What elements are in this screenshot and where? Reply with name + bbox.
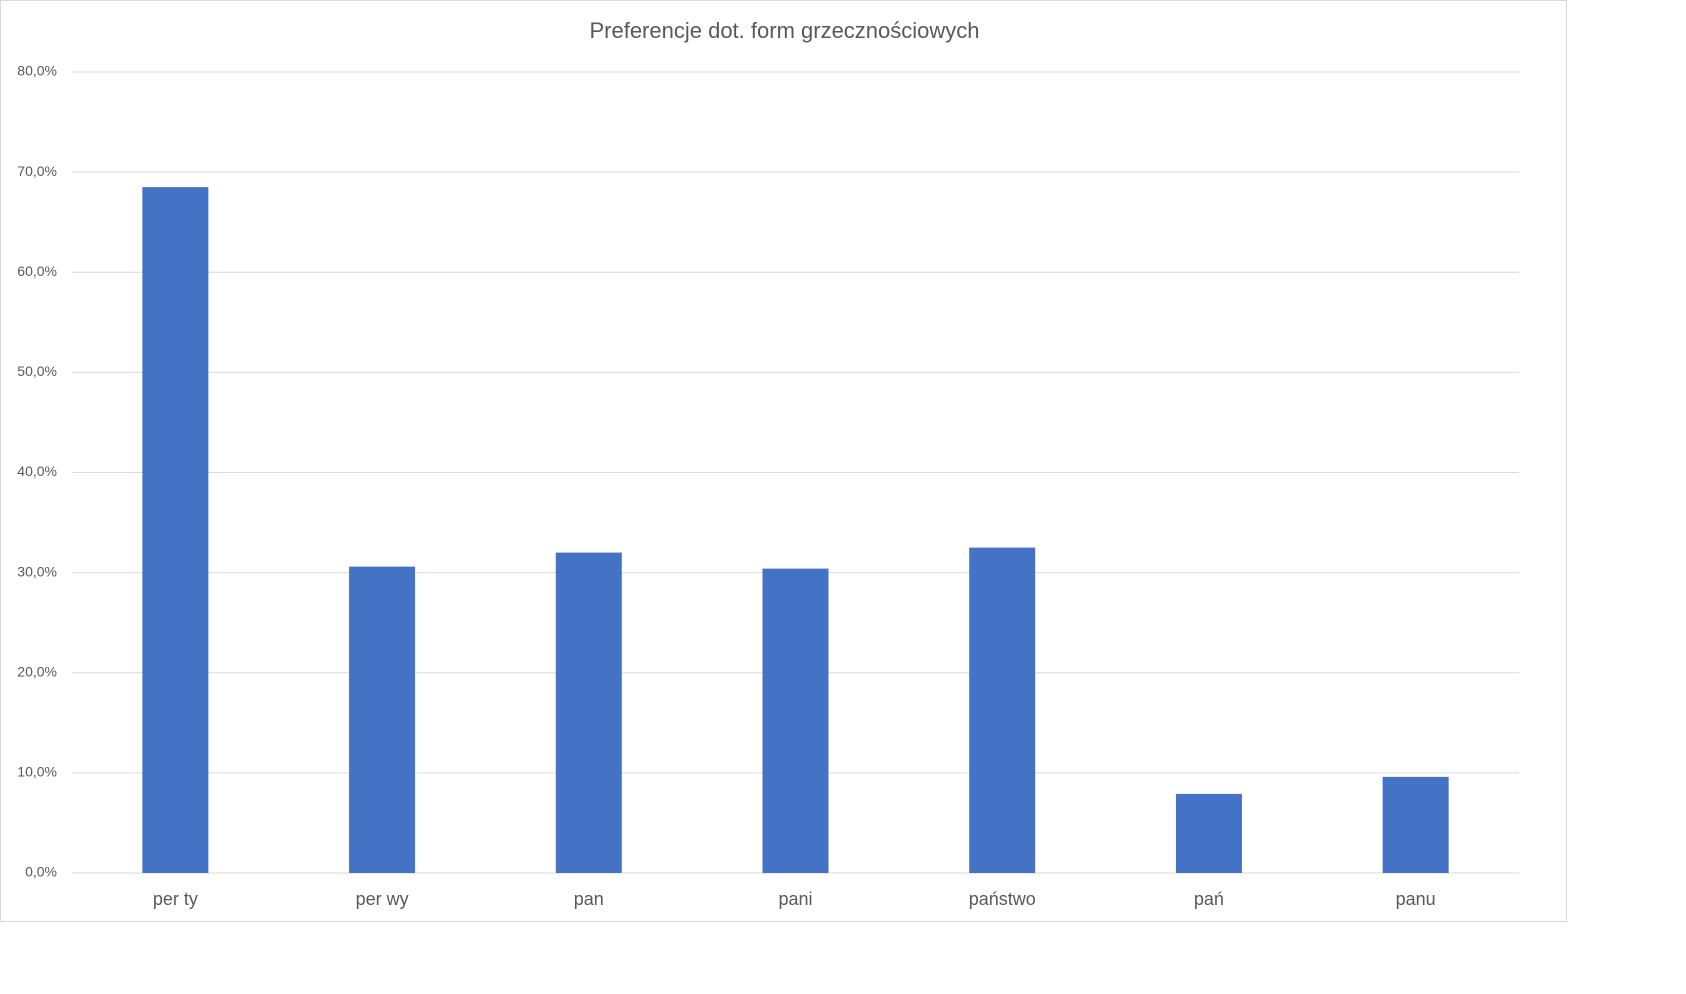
x-tick-label: państwo [969,889,1036,909]
y-tick-label: 10,0% [17,764,57,780]
x-tick-label: pani [778,889,812,909]
chart-title: Preferencje dot. form grzecznościowych [589,18,980,43]
bar [1382,776,1449,873]
y-tick-label: 80,0% [17,63,57,79]
y-tick-label: 60,0% [17,263,57,279]
y-tick-label: 30,0% [17,563,57,579]
chart-area: Preferencje dot. form grzecznościowych 0… [0,0,1567,922]
bar [555,552,622,873]
bar [1175,793,1242,873]
y-tick-label: 70,0% [17,163,57,179]
x-tick-label: pań [1194,889,1224,909]
bar [349,566,416,873]
x-tick-label: per wy [356,889,409,909]
x-tick-label: per ty [153,889,198,909]
bar [969,547,1036,873]
y-tick-label: 0,0% [25,864,57,880]
x-tick-label: panu [1396,889,1436,909]
y-tick-label: 40,0% [17,463,57,479]
x-axis-tick-labels: per ty per wy pan pani państwo pań panu [153,889,1436,909]
y-tick-label: 50,0% [17,363,57,379]
bar [762,568,829,873]
y-tick-label: 20,0% [17,663,57,679]
bar-chart-plot: 0,0% 10,0% 20,0% 30,0% 40,0% 50,0% 60,0% 70,0% 8… [17,63,1519,909]
x-tick-label: pan [574,889,604,909]
bar [142,187,209,874]
bars [142,187,1449,874]
y-axis-tick-labels: 0,0% 10,0% 20,0% 30,0% 40,0% 50,0% 60,0% 70,0% 8… [17,63,57,880]
